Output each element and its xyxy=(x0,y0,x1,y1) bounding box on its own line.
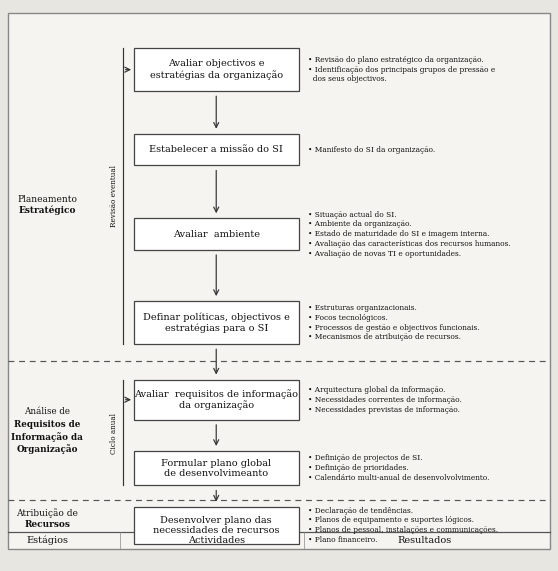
Bar xyxy=(134,301,299,344)
Text: Organização: Organização xyxy=(17,444,78,455)
Text: Estratégico: Estratégico xyxy=(18,206,76,215)
Bar xyxy=(134,134,299,166)
Text: Estabelecer a missão do SI: Estabelecer a missão do SI xyxy=(150,145,283,154)
Bar xyxy=(134,49,299,91)
Text: • Definição de projectos de SI.
• Definição de prioridades.
• Calendário multi-a: • Definição de projectos de SI. • Defini… xyxy=(308,455,489,482)
Text: Revisão eventual: Revisão eventual xyxy=(110,165,118,227)
Text: Planeamento: Planeamento xyxy=(17,195,78,204)
Text: Ciclo anual: Ciclo anual xyxy=(110,413,118,455)
Text: Atribuição de: Atribuição de xyxy=(17,508,78,518)
Bar xyxy=(134,380,299,420)
Text: • Arquitectura global da informação.
• Necessidades correntes de informação.
• N: • Arquitectura global da informação. • N… xyxy=(308,386,462,413)
Text: Avaliar  ambiente: Avaliar ambiente xyxy=(173,230,259,239)
Text: Desenvolver plano das
necessidades de recursos: Desenvolver plano das necessidades de re… xyxy=(153,516,280,535)
Bar xyxy=(134,218,299,250)
Text: Definar políticas, objectivos e
estratégias para o SI: Definar políticas, objectivos e estratég… xyxy=(143,312,290,333)
Text: • Estruturas organizacionais.
• Focos tecnológicos.
• Processos de gestão e obje: • Estruturas organizacionais. • Focos te… xyxy=(308,304,480,341)
Text: Estágios: Estágios xyxy=(26,536,69,545)
Bar xyxy=(134,451,299,485)
Text: Avaliar  requisitos de informação
da organização: Avaliar requisitos de informação da orga… xyxy=(134,389,298,411)
Text: Actividades: Actividades xyxy=(188,536,245,545)
Text: • Revisão do plano estratégico da organização.
• Identificação dos principais gr: • Revisão do plano estratégico da organi… xyxy=(308,56,496,83)
Text: Informação da: Informação da xyxy=(12,432,83,442)
Text: Análise de: Análise de xyxy=(25,407,70,416)
Text: Avaliar objectivos e
estratégias da organização: Avaliar objectivos e estratégias da orga… xyxy=(150,59,283,80)
Text: Requisitos de: Requisitos de xyxy=(15,420,80,429)
Text: • Declaração de tendências.
• Planos de equipamento e suportes lógicos.
• Planos: • Declaração de tendências. • Planos de … xyxy=(308,506,498,544)
Bar xyxy=(134,507,299,544)
Text: Resultados: Resultados xyxy=(397,536,451,545)
Text: • Manifesto do SI da organização.: • Manifesto do SI da organização. xyxy=(308,146,435,154)
Text: Recursos: Recursos xyxy=(25,520,70,529)
Text: • Situação actual do SI.
• Ambiente da organização.
• Estado de maturidade do SI: • Situação actual do SI. • Ambiente da o… xyxy=(308,211,511,258)
Text: Formular plano global
de desenvolvimeanto: Formular plano global de desenvolvimeant… xyxy=(161,459,271,478)
